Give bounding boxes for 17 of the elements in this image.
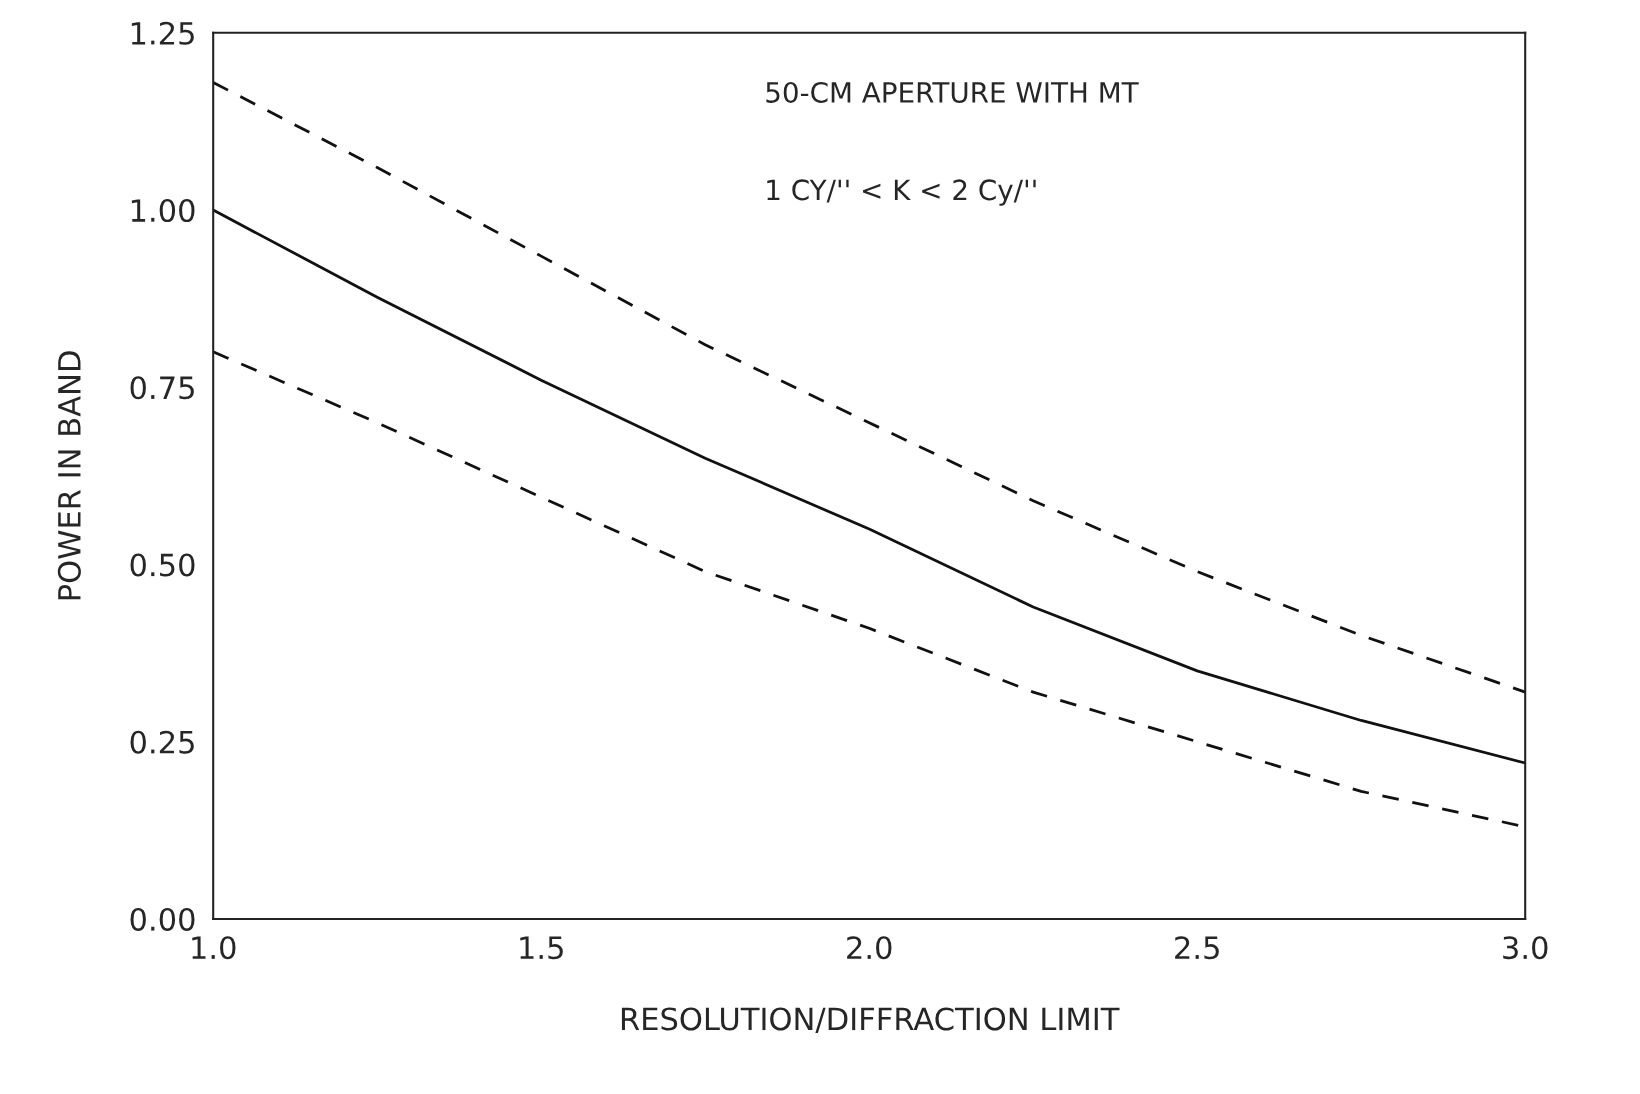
x-axis-title: RESOLUTION/DIFFRACTION LIMIT xyxy=(621,1007,1120,1033)
y-tick-label: 1.00 xyxy=(131,198,195,223)
annotation: 50-CM APERTURE WITH MT xyxy=(766,81,1139,103)
line-series xyxy=(213,81,1526,694)
y-tick-label: 0.50 xyxy=(130,553,195,577)
annotation: 1 CY/'' < K < 2 Cy/'' xyxy=(767,179,1036,206)
y-tick-label: 1.25 xyxy=(131,21,194,45)
y-axis-title: POWER IN BAND xyxy=(57,351,81,600)
line-series xyxy=(213,208,1526,765)
x-tick-label: 1.0 xyxy=(192,936,236,960)
y-tick-label: 0.00 xyxy=(130,907,195,931)
x-tick-label: 2.5 xyxy=(1175,936,1219,960)
y-tick-label: 0.25 xyxy=(130,730,194,754)
x-tick-label: 2.0 xyxy=(847,936,892,960)
x-tick-label: 3.0 xyxy=(1503,936,1548,960)
x-tick-label: 1.5 xyxy=(520,936,563,960)
y-tick-label: 0.75 xyxy=(130,376,194,400)
